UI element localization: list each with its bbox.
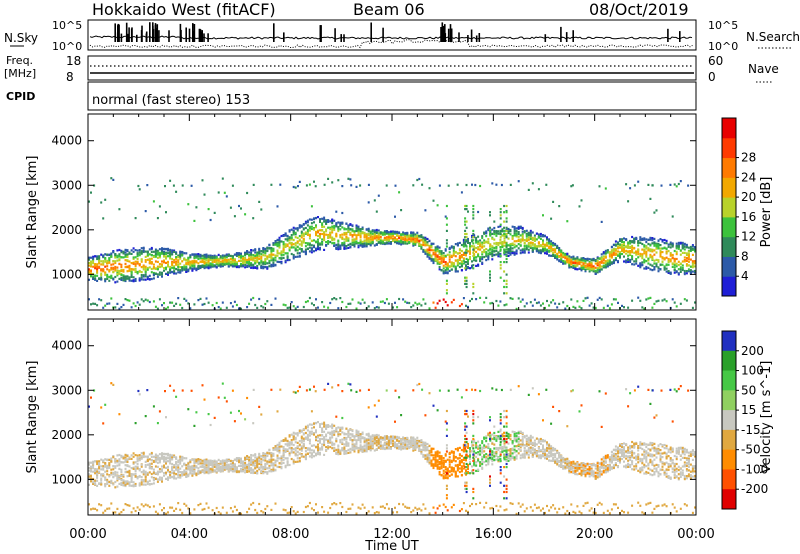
velocity-colorbar-swatch	[722, 370, 736, 391]
power-ytick-label: 1000	[51, 267, 82, 281]
power-colorbar: 4 8 12 16 20 24 28	[721, 117, 756, 297]
velocity-colorbar-tick-label: 100	[741, 364, 764, 378]
nave-ytick-bottom: 0	[708, 70, 716, 84]
velocity-colorbar-tick-label: -100	[741, 462, 768, 476]
cpid-panel: CPID normal (fast stereo) 153	[6, 81, 697, 111]
velocity-colorbar: 200 100 50 15 -15 -50 -100 -200	[721, 330, 768, 510]
power-heatmap	[88, 177, 696, 310]
frequency-panel: Freq. [MHz] 18 8 60 0 Nave	[4, 54, 779, 84]
power-colorbar-swatch	[722, 236, 736, 257]
velocity-ytick-label: 3000	[51, 383, 82, 397]
power-ytick-label: 2000	[51, 223, 82, 237]
power-colorbar-swatch	[722, 256, 736, 277]
time-tick-label: 12:00	[373, 527, 410, 542]
freq-unit: [MHz]	[4, 67, 36, 80]
power-colorbar-tick-label: 24	[741, 170, 756, 184]
velocity-colorbar-swatch	[722, 449, 736, 470]
time-tick-label: 04:00	[171, 527, 208, 542]
nave-ytick-top: 60	[708, 54, 723, 68]
velocity-ytick-label: 2000	[51, 428, 82, 442]
freq-ytick-top: 18	[66, 54, 81, 68]
noise-panel: N.Sky 10^5 10^0 10^5 10^0 N.Search	[4, 19, 800, 53]
velocity-heatmap	[88, 382, 696, 515]
power-colorbar-tick-label: 8	[741, 249, 749, 263]
velocity-colorbar-swatch	[722, 429, 736, 451]
freq-label: Freq.	[6, 54, 33, 67]
time-axis: 00:00 04:00 08:00 12:00 16:00 20:00 00:00	[69, 527, 714, 542]
cpid-label: CPID	[6, 90, 35, 103]
velocity-ytick-label: 4000	[51, 339, 82, 353]
velocity-colorbar-tick-label: -50	[741, 443, 761, 457]
noise-search-label: N.Search	[746, 30, 800, 44]
velocity-colorbar-swatch	[722, 410, 736, 431]
power-colorbar-swatch	[722, 216, 736, 238]
time-tick-label: 00:00	[677, 527, 714, 542]
velocity-colorbar-swatch	[722, 469, 736, 490]
velocity-ytick-label: 1000	[51, 472, 82, 486]
time-tick-label: 16:00	[475, 527, 512, 542]
power-y-axis-label: Slant Range [km]	[25, 156, 40, 269]
power-colorbar-swatch	[722, 276, 736, 297]
station-title: Hokkaido West (fitACF)	[92, 0, 276, 19]
noise-sky-trace	[89, 22, 693, 42]
noise-ytick-top-left: 10^5	[52, 19, 82, 32]
power-colorbar-swatch	[722, 157, 736, 178]
velocity-colorbar-tick-label: -200	[741, 482, 768, 496]
freq-ytick-bottom: 8	[66, 70, 74, 84]
time-tick-label: 20:00	[576, 527, 613, 542]
velocity-colorbar-swatch	[722, 350, 736, 372]
velocity-colorbar-label: Velocity [m s^-1]	[759, 361, 774, 474]
date-label: 08/Oct/2019	[589, 0, 689, 19]
power-colorbar-tick-label: 16	[741, 210, 756, 224]
power-colorbar-tick-label: 12	[741, 230, 756, 244]
time-tick-label: 00:00	[69, 527, 106, 542]
power-colorbar-swatch	[722, 197, 736, 218]
noise-ytick-top-right: 10^5	[708, 19, 738, 32]
power-colorbar-tick-label: 28	[741, 151, 756, 165]
power-ytick-label: 4000	[51, 134, 82, 148]
noise-sky-label: N.Sky	[4, 31, 38, 45]
velocity-panel: 1000 2000 3000 4000 Slant Range [km] 200 100…	[25, 318, 774, 516]
power-colorbar-swatch	[722, 177, 736, 198]
power-colorbar-tick-label: 4	[741, 269, 749, 283]
power-panel: 1000 2000 3000 4000 Slant Range [km] 4 8 12 16…	[25, 113, 774, 311]
power-colorbar-label: Power [dB]	[759, 177, 774, 248]
noise-ytick-bottom-right: 10^0	[708, 40, 738, 53]
power-ytick-label: 3000	[51, 178, 82, 192]
velocity-colorbar-swatch	[722, 489, 736, 510]
time-tick-label: 08:00	[272, 527, 309, 542]
power-colorbar-swatch	[722, 137, 736, 159]
nave-label: Nave	[748, 62, 779, 76]
power-colorbar-swatch	[722, 118, 736, 139]
x-axis-label: Time UT	[364, 539, 418, 554]
noise-ytick-bottom-left: 10^0	[52, 40, 82, 53]
velocity-y-axis-label: Slant Range [km]	[25, 361, 40, 474]
velocity-colorbar-tick-label: -15	[741, 423, 761, 437]
velocity-colorbar-tick-label: 200	[741, 344, 764, 358]
velocity-colorbar-swatch	[722, 390, 736, 411]
cpid-text: normal (fast stereo) 153	[92, 93, 250, 108]
velocity-colorbar-tick-label: 15	[741, 403, 756, 417]
velocity-colorbar-swatch	[722, 331, 736, 352]
velocity-colorbar-tick-label: 50	[741, 383, 756, 397]
beam-label: Beam 06	[353, 0, 425, 19]
power-colorbar-tick-label: 20	[741, 190, 756, 204]
